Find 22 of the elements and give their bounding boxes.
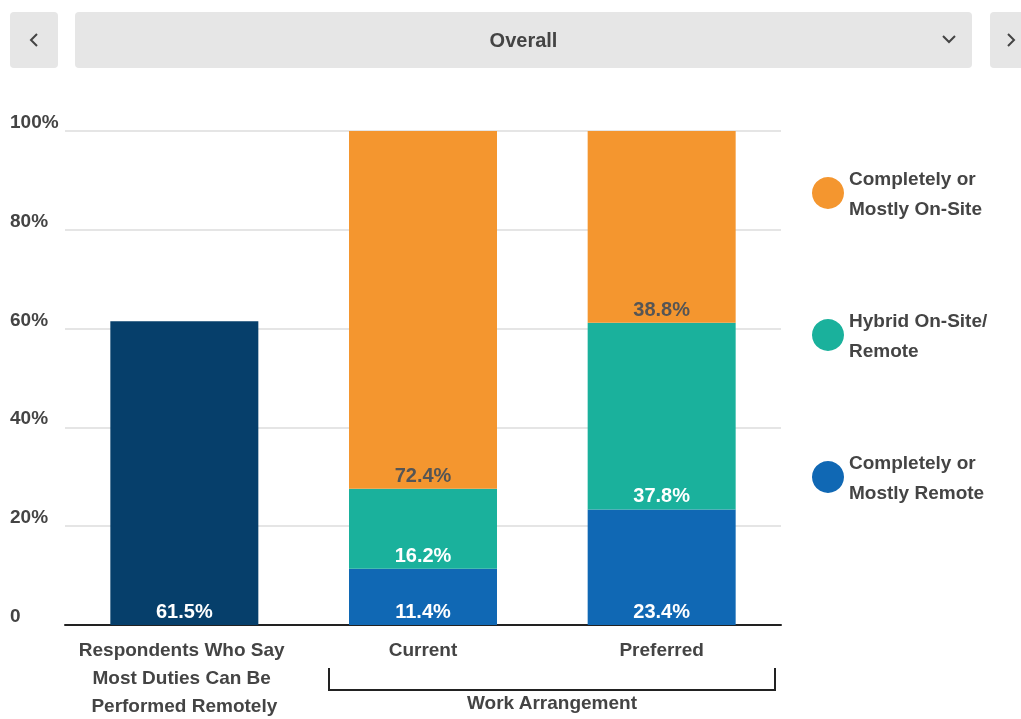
x-tick-label: Current — [388, 638, 458, 660]
dropdown: Overall — [75, 12, 972, 68]
data-label: 16.2% — [394, 543, 452, 566]
y-tick-label: 40% — [10, 407, 49, 429]
data-label: 23.4% — [633, 600, 691, 622]
x-tick-label: Respondents Who Say Most Duties Can Be Performed Remotely — [78, 638, 290, 716]
data-label: 11.4% — [395, 600, 452, 622]
data-label: 72.4% — [394, 463, 452, 486]
data-label: 61.5% — [155, 600, 213, 622]
data-label: 38.8% — [633, 297, 691, 320]
legend-label: Hybrid On-Site/ Remote — [849, 309, 993, 361]
y-tick-label: 80% — [10, 209, 49, 231]
y-tick-label: 0 — [10, 605, 21, 626]
legend-label: Completely or Mostly Remote — [849, 451, 985, 503]
text: Work Arrangement — [466, 692, 638, 714]
x-tick-label: Preferred — [619, 638, 704, 660]
legend-label: Completely or Mostly On-Site — [849, 167, 983, 219]
y-tick-label: 100% — [10, 111, 59, 132]
chart-title: Overall — [489, 28, 558, 52]
y-tick-label: 60% — [10, 308, 49, 330]
data-label: 37.8% — [633, 484, 691, 507]
y-tick-label: 20% — [10, 506, 49, 528]
